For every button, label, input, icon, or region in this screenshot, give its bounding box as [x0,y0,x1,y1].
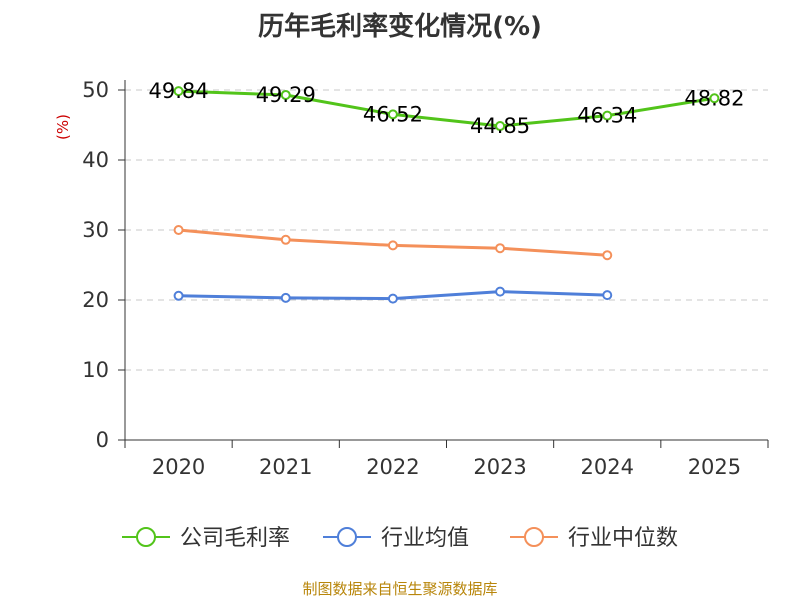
data-point [387,293,398,304]
data-point [602,110,613,121]
series-line-0 [178,89,715,128]
data-label: 48.82 [684,86,744,110]
legend-label: 行业均值 [381,526,469,551]
y-tick-label: 30 [82,218,109,242]
data-point [173,225,184,235]
data-labels: 49.84 49.29 46.52 44.85 46.34 48.82 [149,79,745,138]
legend-marker [524,527,544,547]
x-tick-label: 2022 [366,455,419,479]
x-tick-label: 2024 [581,455,634,479]
data-point [602,290,613,301]
data-point [709,93,720,104]
y-tick-label: 50 [82,78,109,102]
data-point [495,286,506,297]
y-tick-label: 0 [96,428,109,452]
data-point [387,109,398,120]
data-point [280,292,291,303]
data-point [495,121,506,132]
data-point [495,243,506,254]
grid-lines [125,89,768,371]
data-point [173,86,184,97]
data-label: 44.85 [470,114,530,138]
data-label: 46.34 [577,104,637,128]
x-tick-label: 2023 [473,455,526,479]
data-point [602,250,613,261]
chart-title: 历年毛利率变化情况(%) [258,12,542,42]
series [173,86,720,304]
legend-marker [337,527,357,547]
x-tick-label: 2021 [259,455,312,479]
legend-label: 公司毛利率 [180,526,290,551]
y-axis-label: (%) [54,114,72,140]
y-tick-label: 10 [82,358,109,382]
legend: 公司毛利率 行业均值 行业中位数 [122,526,678,551]
data-point [280,234,291,245]
data-point [387,240,398,251]
legend-label: 行业中位数 [568,526,678,551]
data-label: 46.52 [363,102,423,126]
axes: 0 10 20 30 40 50 (%) 2020 2021 2022 2023 2024 2025 [54,78,769,479]
y-tick-label: 20 [82,288,109,312]
legend-marker [136,527,156,547]
data-label: 49.29 [256,83,316,107]
x-tick-label: 2020 [152,455,205,479]
y-tick-label: 40 [82,148,109,172]
data-label: 49.84 [149,79,209,103]
x-tick-label: 2025 [688,455,741,479]
data-point [173,290,184,301]
data-point [280,89,291,100]
source-note: 制图数据来自恒生聚源数据库 [302,580,498,598]
